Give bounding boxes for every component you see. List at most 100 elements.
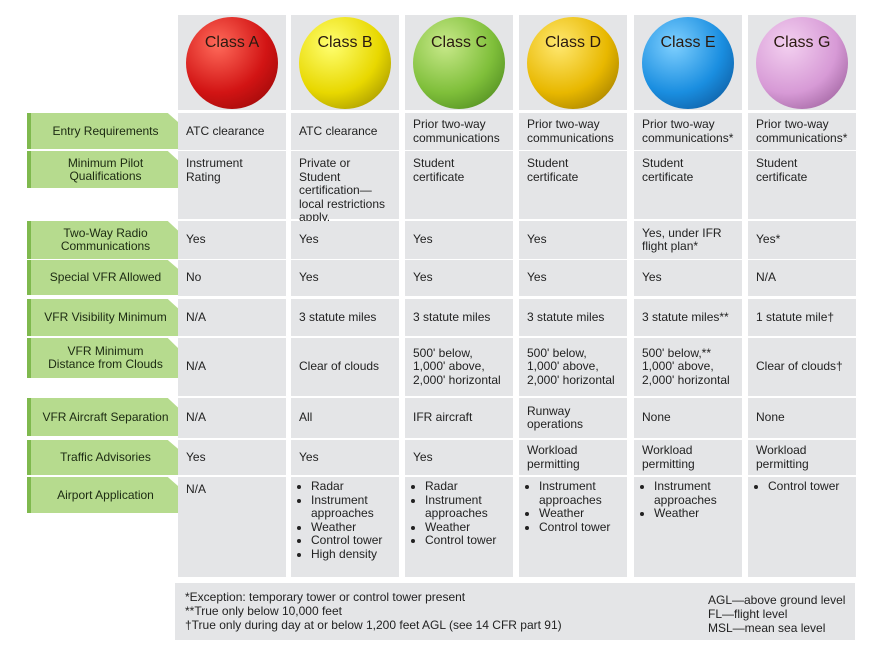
table-cell: IFR aircraft [405, 398, 513, 438]
table-cell: Yes* [748, 221, 856, 259]
table-cell: Student certificate [519, 151, 627, 219]
table-cell: N/A [178, 299, 286, 336]
class-ball [756, 17, 848, 109]
table-cell: Runway operations [519, 398, 627, 438]
table-cell: N/A [748, 260, 856, 296]
bullet-item: Instrument approaches [539, 479, 619, 507]
row-label: Minimum Pilot Qualifications [27, 151, 180, 188]
bullet-list: RadarInstrument approachesWeatherControl… [413, 479, 505, 548]
class-ball [299, 17, 391, 109]
bullet-item: Weather [539, 506, 619, 521]
table-cell: Yes [291, 260, 399, 296]
bullet-item: Instrument approaches [311, 493, 391, 521]
table-cell: Workload permitting [519, 440, 627, 475]
bullet-item: Control tower [768, 479, 848, 494]
table-cell: Prior two-way communications* [748, 113, 856, 150]
table-cell: Prior two-way communications* [634, 113, 742, 150]
abbreviation: AGL—above ground level [708, 593, 846, 607]
table-cell: Clear of clouds† [748, 338, 856, 396]
table-cell: Yes [178, 440, 286, 475]
table-cell: Instrument approachesWeatherControl towe… [519, 477, 627, 577]
row-label: VFR Minimum Distance from Clouds [27, 338, 180, 378]
row-label: VFR Visibility Minimum [27, 299, 180, 336]
table-cell: 3 statute miles [405, 299, 513, 336]
table-cell: Control tower [748, 477, 856, 577]
bullet-item: Weather [654, 506, 734, 521]
table-cell: Yes, under IFR flight plan* [634, 221, 742, 259]
class-title: Class A [204, 34, 260, 51]
table-cell: Student certificate [634, 151, 742, 219]
bullet-item: Radar [311, 479, 391, 494]
bullet-list: Instrument approachesWeatherControl towe… [527, 479, 619, 535]
row-label: Special VFR Allowed [27, 260, 180, 295]
table-cell: Yes [634, 260, 742, 296]
class-ball [413, 17, 505, 109]
table-cell: ATC clearance [178, 113, 286, 150]
table-cell: ATC clearance [291, 113, 399, 150]
bullet-item: Weather [311, 520, 391, 535]
footnote: **True only below 10,000 feet [185, 604, 342, 618]
table-cell: 3 statute miles [519, 299, 627, 336]
table-cell: Yes [405, 221, 513, 259]
table-cell: None [634, 398, 742, 438]
table-cell: Private or Student certification— local … [291, 151, 399, 224]
table-cell: Yes [291, 440, 399, 475]
class-title: Class C [430, 34, 487, 51]
row-label: Two-Way Radio Communications [27, 221, 180, 259]
table-cell: RadarInstrument approachesWeatherControl… [291, 477, 399, 577]
class-ball [527, 17, 619, 109]
table-cell: Instrument approachesWeather [634, 477, 742, 577]
class-title: Class G [773, 34, 831, 51]
table-cell: Student certificate [405, 151, 513, 219]
table-cell: Yes [519, 260, 627, 296]
bullet-item: Instrument approaches [654, 479, 734, 507]
table-cell: 3 statute miles** [634, 299, 742, 336]
table-cell: Yes [291, 221, 399, 259]
table-cell: Instrument Rating [178, 151, 286, 219]
table-cell: RadarInstrument approachesWeatherControl… [405, 477, 513, 577]
bullet-list: RadarInstrument approachesWeatherControl… [299, 479, 391, 562]
table-cell: Prior two-way communications [519, 113, 627, 150]
bullet-item: Control tower [539, 520, 619, 535]
table-cell: Yes [405, 440, 513, 475]
table-cell: None [748, 398, 856, 438]
abbreviation: MSL—mean sea level [708, 621, 826, 635]
table-cell: Yes [178, 221, 286, 259]
class-title: Class E [660, 34, 716, 51]
bullet-item: Control tower [425, 533, 505, 548]
table-cell: N/A [178, 398, 286, 438]
row-label: VFR Aircraft Separation [27, 398, 180, 436]
table-cell: All [291, 398, 399, 438]
footnote: †True only during day at or below 1,200 … [185, 618, 562, 632]
table-cell: N/A [178, 477, 286, 577]
abbreviation: FL—flight level [708, 607, 788, 621]
table-cell: Workload permitting [748, 440, 856, 475]
bullet-item: Weather [425, 520, 505, 535]
table-cell: Prior two-way communications [405, 113, 513, 150]
table-cell: Yes [519, 221, 627, 259]
class-ball [186, 17, 278, 109]
footnote: *Exception: temporary tower or control t… [185, 590, 466, 604]
row-label: Entry Requirements [27, 113, 180, 149]
table-cell: Workload permitting [634, 440, 742, 475]
row-label: Airport Application [27, 477, 180, 513]
class-title: Class D [544, 34, 601, 51]
table-cell: 1 statute mile† [748, 299, 856, 336]
table-cell: Clear of clouds [291, 338, 399, 396]
bullet-item: High density [311, 547, 391, 562]
footer-box [175, 583, 855, 640]
table-cell: 500' below, 1,000' above, 2,000' horizon… [405, 338, 513, 396]
table-cell: 3 statute miles [291, 299, 399, 336]
bullet-list: Instrument approachesWeather [642, 479, 734, 521]
row-label: Traffic Advisories [27, 440, 180, 475]
bullet-item: Radar [425, 479, 505, 494]
bullet-item: Instrument approaches [425, 493, 505, 521]
bullet-list: Control tower [756, 479, 848, 494]
bullet-item: Control tower [311, 533, 391, 548]
table-cell: Student certificate [748, 151, 856, 219]
table-cell: 500' below,** 1,000' above, 2,000' horiz… [634, 338, 742, 396]
table-cell: Yes [405, 260, 513, 296]
class-title: Class B [317, 34, 373, 51]
table-cell: N/A [178, 338, 286, 396]
